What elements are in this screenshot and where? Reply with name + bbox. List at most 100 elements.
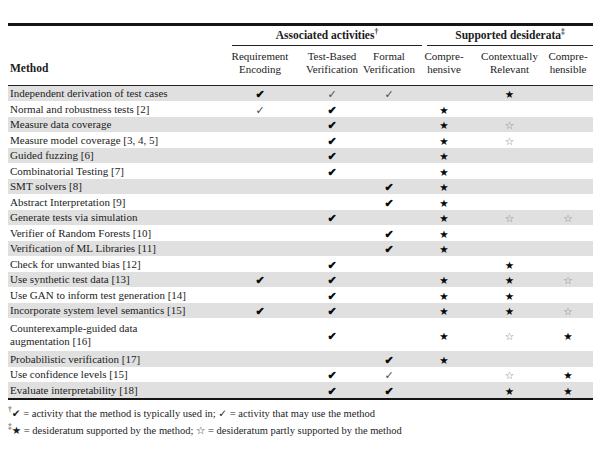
- group-label-text: Associated activities: [276, 29, 375, 41]
- star-icon: ★: [439, 244, 448, 255]
- table-row: Combinatorial Testing [7]✔★: [8, 163, 593, 179]
- method-cell: SMT solvers [8]: [8, 180, 222, 193]
- star-icon: ★: [505, 89, 514, 100]
- method-cell: Independent derivation of test cases: [8, 87, 222, 100]
- mark-cell: ☆: [476, 208, 543, 226]
- mark-cell: ★: [476, 301, 543, 319]
- table-row: Probabilistic verification [17]✔★: [8, 351, 593, 367]
- open-star-icon: ☆: [563, 275, 572, 286]
- mark-cell: ✔: [366, 239, 412, 257]
- column-header-line2: hensible: [550, 63, 587, 76]
- star-icon: ★: [563, 370, 572, 381]
- strong-check-icon: ✔: [327, 385, 336, 397]
- mark-cell: ✓: [222, 100, 298, 118]
- star-icon: ★: [439, 151, 448, 162]
- mark-cell: ★: [476, 84, 543, 102]
- mark-cell: ☆: [543, 301, 593, 319]
- dagger-marker: †: [374, 27, 378, 36]
- mark-cell: ✔: [298, 208, 366, 226]
- strong-check-icon: ✔: [327, 212, 336, 224]
- method-cell: Verification of ML Libraries [11]: [8, 242, 222, 255]
- mark-cell: ★: [543, 381, 593, 399]
- strong-check-icon: ✔: [327, 274, 336, 286]
- column-header: ContextuallyRelevant: [476, 50, 543, 76]
- strong-check-icon: ✔: [255, 88, 264, 100]
- group-header-associated-activities: Associated activities†: [232, 27, 422, 41]
- footnote-activities: †✔ = activity that the method is typical…: [8, 403, 593, 420]
- star-icon: ★: [563, 331, 572, 342]
- table-row: Measure model coverage [3, 4, 5] ✔ ★ ☆: [8, 132, 593, 148]
- method-cell: Counterexample-guided dataaugmentation […: [8, 322, 222, 347]
- column-header: Compre-hensible: [543, 50, 593, 76]
- mark-cell: ☆: [476, 131, 543, 149]
- footnote-text: ✔ = activity that the method is typicall…: [12, 408, 375, 419]
- strong-check-icon: ✔: [327, 166, 336, 178]
- star-icon: ★: [439, 331, 448, 342]
- table-row: Use GAN to inform test generation [14]✔★…: [8, 287, 593, 303]
- strong-check-icon: ✔: [327, 259, 336, 271]
- strong-check-icon: ✔: [327, 330, 336, 342]
- strong-check-icon: ✔: [327, 135, 336, 147]
- star-icon: ★: [439, 291, 448, 302]
- method-cell: Verifier of Random Forests [10]: [8, 227, 222, 240]
- method-cell: Guided fuzzing [6]: [8, 149, 222, 162]
- table-row: SMT solvers [8]✔★: [8, 179, 593, 195]
- table-header: Associated activities† Supported desider…: [8, 23, 593, 85]
- table-row: Verifier of Random Forests [10]✔★: [8, 225, 593, 241]
- method-cell: Use synthetic test data [13]: [8, 273, 222, 286]
- method-cell: Measure data coverage: [8, 118, 222, 131]
- column-header-line1: Formal: [373, 50, 405, 63]
- method-cell: Generate tests via simulation: [8, 211, 222, 224]
- table-body: Independent derivation of test cases✔✓✓★…: [8, 86, 593, 398]
- star-icon: ★: [439, 105, 448, 116]
- column-header-line2: Verification: [306, 63, 358, 76]
- star-icon: ★: [439, 198, 448, 209]
- mark-cell: ✔: [298, 381, 366, 399]
- table-row: Independent derivation of test cases✔✓✓★: [8, 86, 593, 102]
- strong-check-icon: ✔: [327, 119, 336, 131]
- table-row: Abstract Interpretation [9]✔★: [8, 194, 593, 210]
- strong-check-icon: ✔: [384, 354, 393, 366]
- table-row: Use confidence levels [15]✔✓☆★: [8, 367, 593, 383]
- strong-check-icon: ✔: [327, 104, 336, 116]
- table-row: Guided fuzzing [6]✔★: [8, 148, 593, 164]
- table-row: Verification of ML Libraries [11] ✔ ★: [8, 241, 593, 257]
- open-star-icon: ☆: [505, 331, 514, 342]
- star-icon: ★: [439, 120, 448, 131]
- mark-cell: ☆: [543, 270, 593, 288]
- column-headers-row: RequirementEncodingTest-BasedVerificatio…: [8, 50, 593, 76]
- strong-check-icon: ✔: [384, 243, 393, 255]
- column-header-line2: hensive: [427, 63, 461, 76]
- column-header: RequirementEncoding: [222, 50, 298, 76]
- group-header-supported-desiderata: Supported desiderata‡: [427, 27, 593, 41]
- column-header-line1: Contextually: [481, 50, 538, 63]
- method-cell: Use confidence levels [15]: [8, 368, 222, 381]
- method-column-header: Method: [10, 62, 48, 74]
- open-star-icon: ☆: [505, 120, 514, 131]
- star-icon: ★: [439, 136, 448, 147]
- strong-check-icon: ✔: [384, 197, 393, 209]
- method-cell: Normal and robustness tests [2]: [8, 103, 222, 116]
- table-footnotes: †✔ = activity that the method is typical…: [8, 403, 593, 437]
- mark-cell: ✔: [298, 162, 366, 180]
- supported-desiderata-underline: [427, 45, 593, 46]
- column-header: FormalVerification: [366, 50, 412, 76]
- column-header: Compre-hensive: [412, 50, 476, 76]
- associated-activities-underline: [232, 45, 422, 46]
- methods-table: Associated activities† Supported desider…: [8, 0, 593, 437]
- star-icon: ★: [505, 386, 514, 397]
- mark-cell: ✔: [222, 270, 298, 288]
- strong-check-icon: ✔: [384, 181, 393, 193]
- table-row: Normal and robustness tests [2]✓ ✔ ★: [8, 101, 593, 117]
- method-cell: Check for unwanted bias [12]: [8, 258, 222, 271]
- column-header-line2: Encoding: [239, 63, 281, 76]
- mark-cell: ✔: [366, 381, 412, 399]
- table-row: Incorporate system level semantics [15]✔…: [8, 303, 593, 319]
- method-cell: Measure model coverage [3, 4, 5]: [8, 134, 222, 147]
- column-header-line1: Compre-: [424, 50, 463, 63]
- mark-cell: ★: [543, 326, 593, 344]
- column-header: Test-BasedVerification: [298, 50, 366, 76]
- method-cell: Incorporate system level semantics [15]: [8, 304, 222, 317]
- strong-check-icon: ✔: [327, 369, 336, 381]
- double-dagger-marker: ‡: [561, 27, 565, 36]
